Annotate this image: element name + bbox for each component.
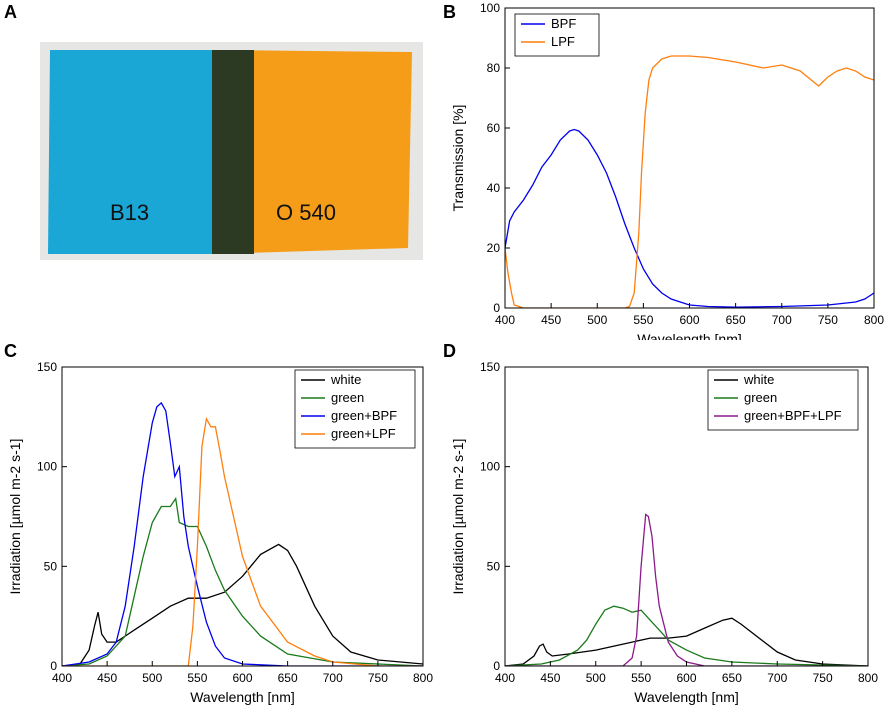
chart-d: 400 450 500 550 600 650 700 750 800 0 50 100 150 Wave… (450, 360, 878, 705)
chart-c-xtick-label: 550 (187, 671, 207, 685)
chart-c-xtick-label: 500 (142, 671, 162, 685)
chart-b-xtick-label: 450 (541, 313, 561, 327)
chart-c-series-green-lpf (62, 416, 423, 666)
chart-b-xtick-label: 800 (864, 313, 884, 327)
chart-c-xtick-label: 400 (52, 671, 72, 685)
filter-left-label: B13 (110, 200, 149, 225)
chart-b-series-bpf (505, 128, 874, 308)
chart-b-ytick-label: 20 (487, 241, 501, 255)
chart-c-series-green (62, 496, 423, 666)
chart-d-ytick-label: 50 (487, 559, 501, 573)
chart-c-xtick-label: 450 (97, 671, 117, 685)
chart-c-legend-label: green+BPF (331, 408, 397, 423)
chart-d-xlabel: Wavelength [nm] (634, 689, 739, 705)
filter-right-label: O 540 (276, 200, 336, 225)
chart-b-series-lpf (505, 55, 874, 308)
chart-d-ylabel: Irradiation [µmol m-2 s-1] (450, 439, 466, 595)
chart-d-xtick-label: 750 (813, 671, 833, 685)
chart-b-ytick-label: 60 (487, 121, 501, 135)
chart-c-xtick-label: 650 (278, 671, 298, 685)
chart-c-series-white (62, 543, 423, 666)
chart-d-series-white (505, 617, 868, 666)
panel-letter-a: A (4, 2, 17, 22)
chart-d-xtick-label: 650 (722, 671, 742, 685)
chart-c-ylabel: Irradiation [µmol m-2 s-1] (7, 439, 23, 595)
chart-c-xtick-label: 600 (232, 671, 252, 685)
chart-b-xtick-label: 500 (587, 313, 607, 327)
chart-d-ytick-label: 150 (480, 360, 500, 374)
chart-b-legend-label: BPF (551, 16, 576, 31)
chart-b-ylabel: Transmission [%] (450, 105, 466, 212)
chart-c-xlabel: Wavelength [nm] (190, 689, 295, 705)
chart-d-legend-label: green+BPF+LPF (744, 408, 842, 423)
chart-c: 400 450 500 550 600 650 700 750 800 0 50 100 150 Wave… (7, 360, 433, 705)
filter-overlap (212, 50, 254, 254)
chart-b-ytick-label: 80 (487, 61, 501, 75)
chart-b-legend-box (514, 13, 600, 57)
chart-d-legend-label: white (743, 372, 774, 387)
panel-letter-b: B (443, 2, 456, 22)
chart-c-ytick-label: 50 (44, 559, 58, 573)
chart-b-ytick-label: 0 (493, 301, 500, 315)
chart-c-legend-label: green (331, 390, 364, 405)
chart-d-xtick-label: 400 (495, 671, 515, 685)
chart-c-xtick-label: 700 (323, 671, 343, 685)
filter-photo-drawing: B13 O 540 (48, 50, 412, 254)
chart-d-series-green-bpf-lpf (505, 513, 868, 666)
chart-b-ytick-label: 100 (480, 1, 500, 15)
chart-b-xtick-label: 750 (818, 313, 838, 327)
chart-d-xtick-label: 450 (540, 671, 560, 685)
chart-c-legend-label: green+LPF (331, 426, 396, 441)
chart-b-legend-label: LPF (551, 34, 575, 49)
chart-d-ytick-label: 100 (480, 460, 500, 474)
chart-c-series-green-bpf (62, 401, 423, 666)
chart-b: 400 450 500 550 600 650 700 750 800 0 20 40 60 80 100 W… (450, 1, 884, 340)
chart-d-ytick-label: 0 (493, 659, 500, 673)
chart-b-xtick-label: 700 (772, 313, 792, 327)
chart-d-series-green (505, 605, 868, 666)
chart-b-xtick-label: 650 (726, 313, 746, 327)
chart-c-legend-label: white (330, 372, 361, 387)
panel-letter-d: D (443, 341, 456, 361)
chart-c-legend-box (294, 369, 416, 449)
chart-c-ytick-label: 100 (37, 460, 57, 474)
blue-filter-sheet (48, 50, 222, 254)
chart-d-legend-label: green (744, 390, 777, 405)
chart-d-xtick-label: 500 (586, 671, 606, 685)
chart-c-xtick-label: 800 (413, 671, 433, 685)
chart-d-xtick-label: 600 (676, 671, 696, 685)
chart-d-xtick-label: 550 (631, 671, 651, 685)
chart-b-xtick-label: 550 (633, 313, 653, 327)
chart-b-xlabel: Wavelength [nm] (637, 331, 742, 340)
chart-b-ytick-label: 40 (487, 181, 501, 195)
chart-b-xtick-label: 600 (679, 313, 699, 327)
panel-letter-c: C (4, 341, 17, 361)
chart-c-xtick-label: 750 (368, 671, 388, 685)
chart-d-xtick-label: 800 (858, 671, 878, 685)
chart-d-xtick-label: 700 (767, 671, 787, 685)
orange-filter-sheet (212, 50, 412, 254)
chart-c-ytick-label: 150 (37, 360, 57, 374)
chart-c-ytick-label: 0 (50, 659, 57, 673)
filter-photo: B13 O 540 (40, 42, 423, 260)
chart-b-xtick-label: 400 (495, 313, 515, 327)
